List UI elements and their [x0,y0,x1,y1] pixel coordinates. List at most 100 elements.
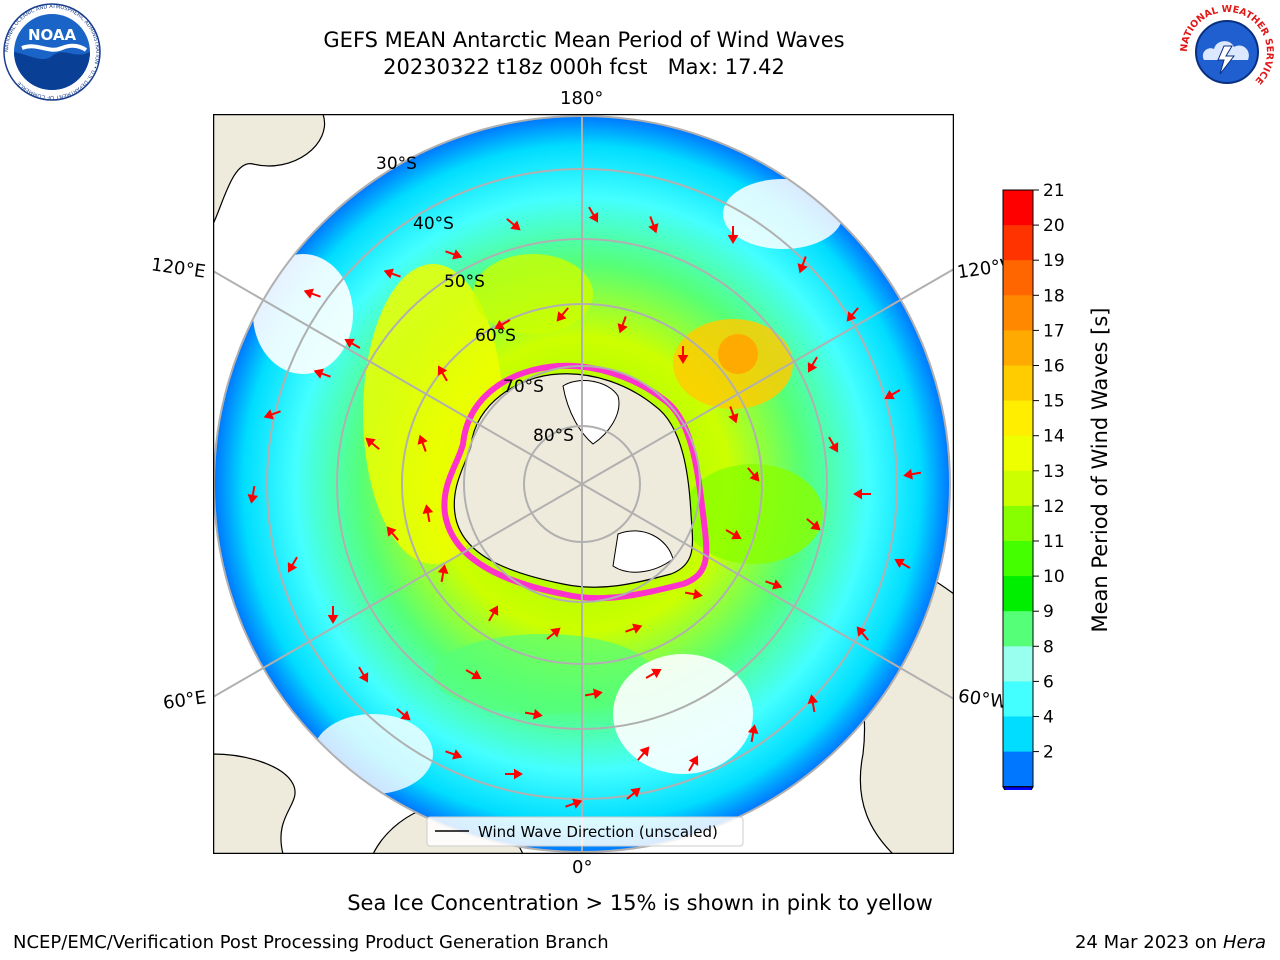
wave-arrow-head [903,468,913,480]
colorbar-tick-label: 19 [1043,251,1065,271]
colorbar-tick-label: 17 [1043,321,1065,341]
noaa-logo: NATIONAL OCEANIC AND ATMOSPHERIC ADMINIS… [3,3,101,101]
colorbar-tick-label: 20 [1043,216,1065,236]
wave-arrow-head [593,688,603,700]
colorbar-segment [1003,505,1033,542]
wave-arrow-head [617,323,628,334]
colorbar-tick-label: 4 [1043,708,1054,728]
wave-arrow-head [422,504,434,514]
lon-label-120e: 120°E [149,254,207,283]
colorbar-segment [1003,225,1033,261]
australia-landmass [213,114,326,225]
colorbar-tick-label: 2 [1043,743,1054,763]
sea-ice-edge [441,362,710,602]
colorbar-segment [1003,365,1033,402]
wave-arrow-head [556,311,567,322]
wave-arrow-head [693,588,703,600]
wave-arrow-head [856,626,867,637]
wave-arrow-head [533,708,543,720]
wave-arrow-head [677,355,689,364]
wave-arrow-head [810,520,821,531]
wave-arrow-head [747,724,759,734]
colorbar-segment [1003,400,1033,437]
lat-label: 60°S [475,326,516,346]
wave-arrow-head [884,389,895,400]
wave-arrow-head [630,787,641,798]
colorbar-segment [1003,681,1033,717]
colorbar-outline [1002,189,1034,788]
wave-arrow-head [471,669,482,680]
colorbar-segment [1003,330,1033,366]
wave-arrow-head [344,338,355,349]
wave-arrow-head [797,263,808,274]
wave-arrow-head [651,668,662,679]
colorbar-tick-label: 11 [1043,532,1065,552]
colorbar-segment [1003,576,1033,612]
wave-arrow-head [452,749,463,760]
wave-arrow-head [731,529,742,540]
wave-arrow-head [846,311,857,322]
ross-ice-shelf [562,380,620,445]
lat-label: 30°S [376,154,417,174]
wave-arrow-head [828,442,839,453]
wave-arrow-head [247,494,259,504]
colorbar-segment [1003,751,1033,788]
wave-arrow-head [383,268,394,279]
colorbar: 21 20 19 18 17 16 15 14 13 12 11 10 9 8 6 4 2 Mean Perio… [1002,181,1112,790]
chart-subtitle: 20230322 t18z 000h fcst Max: 17.42 [383,55,785,79]
lon-label-180: 180° [560,88,604,109]
wave-arrow-head [510,220,521,231]
colorbar-tick-label: 16 [1043,357,1065,377]
wave-arrow-head [514,768,523,780]
wave-arrow-head [437,564,449,574]
colorbar-segment [1003,470,1033,507]
wave-arrow-head [632,623,643,634]
colorbar-label: Mean Period of Wind Waves [s] [1088,308,1112,633]
footer-date: 24 Mar 2023 on Hera [1075,932,1266,953]
wave-arrow-head [807,362,818,373]
lon-label-60e: 60°E [161,687,208,714]
wave-arrow-head [648,223,659,234]
colorbar-tick-label: 18 [1043,286,1065,306]
colorbar-segment [1003,611,1033,647]
wave-arrow-head [488,605,499,616]
wave-arrow-head [400,710,411,721]
lat-label: 50°S [444,272,485,292]
wave-arrow-head [386,526,397,537]
wave-arrow-head [894,558,905,569]
wave-arrow-head [358,672,369,683]
wave-arrow-head [417,434,428,445]
colorbar-segment [1003,541,1033,577]
colorbar-segment [1003,260,1033,296]
footer-branch: NCEP/EMC/Verification Post Processing Pr… [13,932,609,953]
wave-arrow-head [853,488,862,500]
wave-arrow-head [728,413,739,424]
wave-arrow-head [727,235,739,244]
wave-arrow-head [688,755,699,766]
wave-arrow-head [572,798,583,809]
wave-arrow-head [452,249,463,260]
colorbar-segment [1003,295,1033,331]
colorbar-tick-label: 6 [1043,672,1054,692]
sea-ice-caption: Sea Ice Concentration > 15% is shown in … [347,891,933,915]
lat-label: 40°S [413,214,454,234]
colorbar-tick-label: 21 [1043,181,1065,201]
lat-label: 70°S [503,377,544,397]
footer-machine: Hera [1222,932,1266,953]
wave-arrow-head [365,437,376,448]
wave-arrow-head [749,471,760,482]
colorbar-segment [1003,190,1033,226]
colorbar-segment [1003,646,1033,682]
colorbar-tick-label: 9 [1043,602,1054,622]
colorbar-tick-label: 15 [1043,392,1065,412]
lat-label: 80°S [533,426,574,446]
wave-arrow-head [807,694,819,704]
colorbar-tick-label: 10 [1043,567,1065,587]
colorbar-segment [1003,716,1033,753]
colorbar-tick-label: 8 [1043,637,1054,657]
wind-wave-arrows [247,206,922,809]
nws-logo: NATIONAL WEATHER SERVICE [1179,4,1275,100]
polar-map: 30°S 40°S 50°S 60°S 70°S 80°S Wind Wave … [213,114,954,854]
wave-arrow-head [313,368,324,379]
wave-arrow-head [639,746,650,757]
